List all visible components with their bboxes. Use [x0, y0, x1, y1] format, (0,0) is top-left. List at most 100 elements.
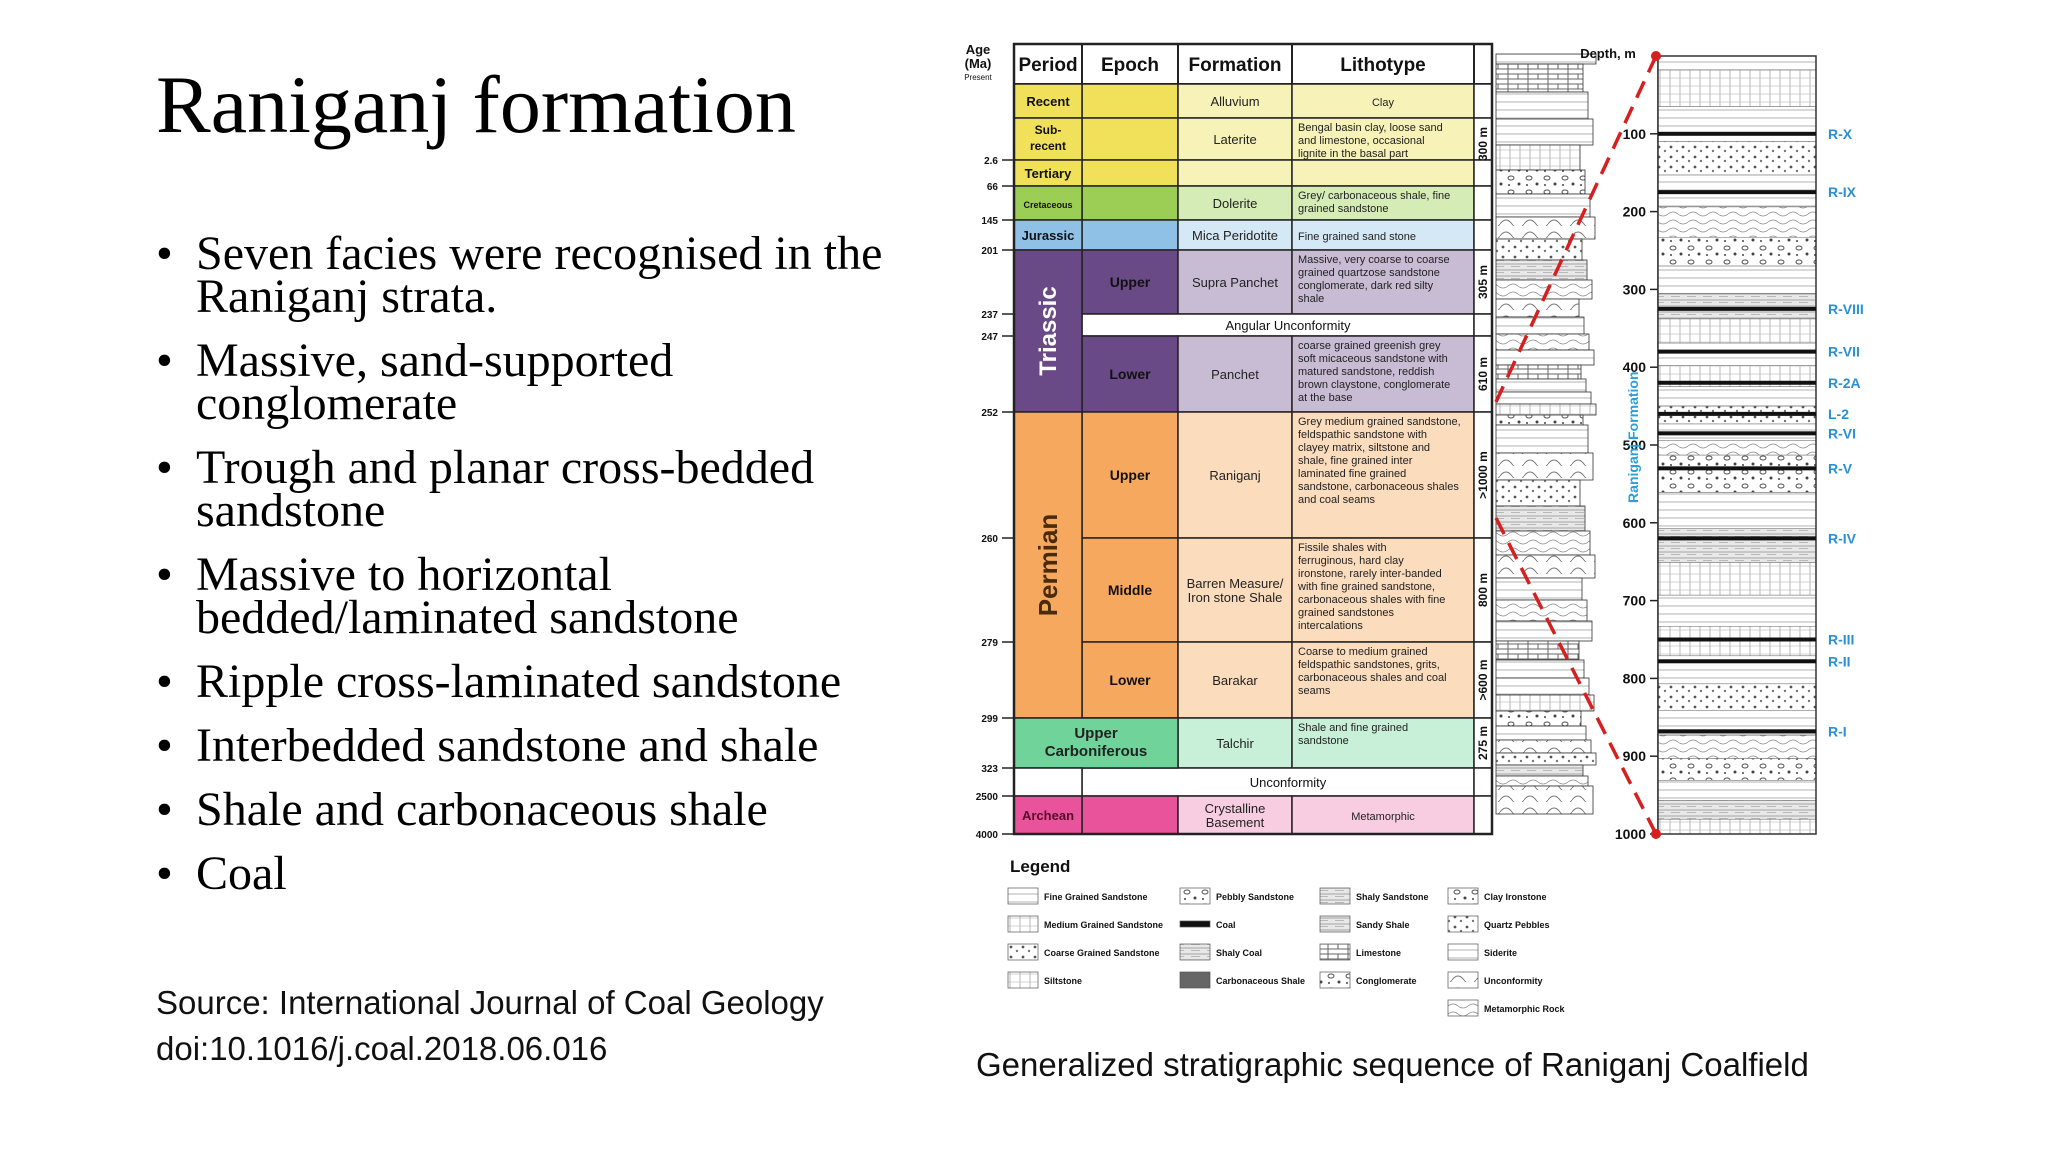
legend-swatch — [1319, 915, 1351, 933]
formation-label: Talchir — [1216, 736, 1254, 751]
text-line: Upper — [1074, 725, 1118, 742]
legend-label: Limestone — [1356, 948, 1401, 958]
text-line: Carboniferous — [1045, 743, 1148, 760]
text-line: Barren Measure/ — [1187, 576, 1284, 591]
lithology-bed — [1495, 452, 1594, 481]
legend-label: Pebbly Sandstone — [1216, 892, 1294, 902]
depth-label: 500 — [1623, 437, 1647, 453]
text-line: Supra Panchet — [1192, 275, 1278, 290]
source-journal: Source: International Journal of Coal Ge… — [156, 984, 824, 1021]
text-line: feldspathic sandstone with — [1298, 429, 1427, 441]
formation-cell — [1177, 795, 1293, 835]
text-line: carbonaceous shales and coal — [1298, 672, 1447, 684]
depth-label: 700 — [1623, 593, 1647, 609]
seam-label: R-2A — [1828, 375, 1861, 391]
text-line: Coarse to medium grained — [1298, 646, 1428, 658]
text-line: sandstone, carbonaceous shales — [1298, 481, 1459, 493]
seam-label: R-IV — [1828, 530, 1857, 546]
seam-label: R-V — [1828, 460, 1853, 476]
seam-label: R-VIII — [1828, 301, 1864, 317]
lithotype-label: Massive, very coarse to coarse grained qu… — [1298, 254, 1450, 305]
epoch-cell — [1081, 219, 1179, 251]
stratigraphic-column-svg: Age(Ma) Present Period Epoch Formation Lithot… — [964, 42, 1864, 1017]
lithotype-cell — [1291, 159, 1475, 187]
thickness-label: >1000 m — [1476, 451, 1490, 499]
epoch-cell — [1081, 411, 1179, 539]
formation-label: Supra Panchet — [1192, 275, 1278, 290]
depth-label: 100 — [1623, 126, 1647, 142]
text-line: Barakar — [1212, 673, 1258, 688]
age-label: 260 — [981, 534, 998, 545]
text-line: Mica Peridotite — [1192, 228, 1278, 243]
text-line: at the base — [1298, 392, 1352, 404]
text-line: Laterite — [1213, 132, 1256, 147]
legend-label: Fine Grained Sandstone — [1044, 892, 1148, 902]
period-label: Permian — [1033, 514, 1063, 617]
lithology-column — [1495, 53, 1597, 815]
text-line: Massive, very coarse to coarse — [1298, 254, 1450, 266]
epoch-cell — [1081, 185, 1179, 221]
stratigraphic-table: Age(Ma) Present Period Epoch Formation Lithot… — [964, 42, 1494, 841]
text-line: Grey medium grained sandstone, — [1298, 416, 1461, 428]
period-label: Sub- — [1035, 123, 1062, 137]
depth-label: 900 — [1623, 748, 1647, 764]
text-line: soft micaceous sandstone with — [1298, 353, 1448, 365]
seam-label: R-II — [1828, 653, 1851, 669]
epoch-cell — [1081, 537, 1179, 643]
lithology-bed — [1495, 577, 1583, 601]
epoch-label: Upper — [1110, 274, 1151, 290]
lithology-bed — [1495, 63, 1584, 93]
header-period: Period — [1018, 55, 1077, 76]
period-cell — [1013, 159, 1083, 187]
lithology-bed — [1495, 775, 1589, 787]
stratigraphic-figure: Age (Ma) Present Period Epoch Formation Lithot… — [948, 34, 1948, 1044]
lithology-bed — [1495, 91, 1589, 120]
header-epoch: Epoch — [1101, 55, 1159, 76]
text-line: brown claystone, conglomerate — [1298, 379, 1450, 391]
lithology-bed — [1495, 620, 1593, 642]
lithotype-cell — [1291, 537, 1475, 643]
formation-label: Barren Measure/Iron stone Shale — [1187, 576, 1284, 605]
depth-label: 800 — [1623, 670, 1647, 686]
legend-label: Sandy Shale — [1356, 920, 1410, 930]
facies-item: Interbedded sandstone and shale — [156, 722, 916, 770]
depth-label: 400 — [1623, 359, 1647, 375]
log-bed — [1657, 237, 1817, 267]
formation-vertical-label: Raniganj Formation — [1625, 371, 1641, 502]
seam-label: R-III — [1828, 632, 1854, 648]
coal-seam — [1658, 349, 1816, 354]
lithotype-label: Grey/ carbonaceous shale, fine grained sa… — [1298, 190, 1450, 215]
coal-seam — [1658, 190, 1816, 195]
facies-item: Trough and planar cross-bedded sandstone — [156, 444, 916, 535]
legend-label: Clay Ironstone — [1484, 892, 1547, 902]
depth-label: 1000 — [1615, 826, 1646, 842]
legend-swatch — [1179, 887, 1211, 905]
formation-label: Raniganj — [1209, 468, 1260, 483]
log-bed — [1657, 454, 1817, 493]
age-header: Age — [966, 42, 991, 57]
age-label: 237 — [981, 310, 998, 321]
thickness-cell — [1473, 767, 1493, 797]
epoch-cell — [1081, 641, 1179, 719]
legend-swatch — [1319, 887, 1351, 905]
lithotype-label: Grey medium grained sandstone, feldspathi… — [1298, 416, 1461, 506]
legend-label: Quartz Pebbles — [1484, 920, 1550, 930]
period-label: Tertiary — [1025, 166, 1072, 181]
formation-label: Crystalline Basement — [1205, 801, 1266, 830]
lithology-bed — [1495, 752, 1597, 766]
text-line: grained sandstones — [1298, 607, 1395, 619]
text-line: Crystalline — [1205, 801, 1266, 816]
thickness-cell — [1473, 83, 1493, 119]
lithology-bed — [1495, 694, 1595, 712]
facies-item: Coal — [156, 850, 916, 898]
thickness-cell — [1473, 219, 1493, 251]
log-bed — [1657, 683, 1817, 711]
formation-cell — [1177, 641, 1293, 719]
age-label: 66 — [987, 182, 999, 193]
thickness-label: 275 m — [1476, 726, 1490, 760]
age-label: 279 — [981, 638, 998, 649]
lithotype-label: Fine grained sand stone — [1298, 231, 1416, 243]
depth-label: 600 — [1623, 515, 1647, 531]
legend-swatch — [1447, 999, 1479, 1017]
period-cell — [1013, 249, 1083, 413]
